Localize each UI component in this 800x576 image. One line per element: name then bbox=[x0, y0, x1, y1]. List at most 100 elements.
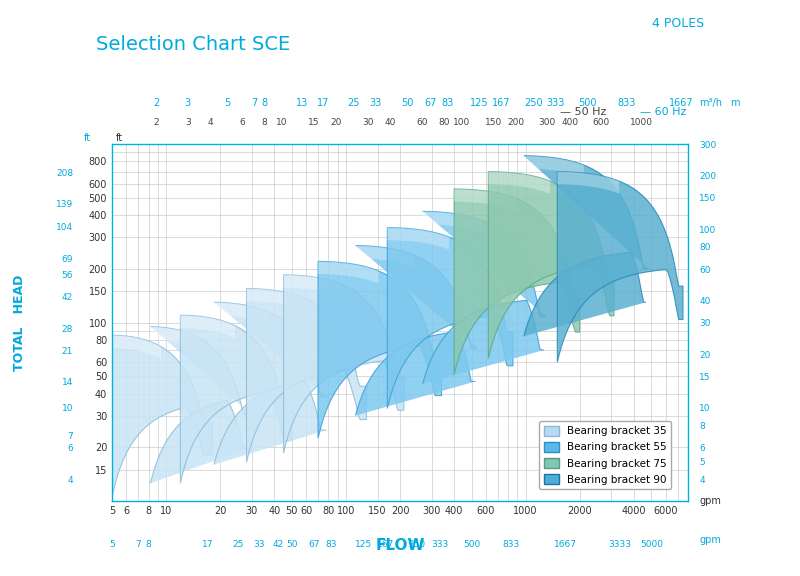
Text: 250: 250 bbox=[524, 98, 542, 108]
Text: 300: 300 bbox=[538, 118, 556, 127]
Text: 40: 40 bbox=[699, 297, 710, 306]
Text: 300: 300 bbox=[699, 141, 716, 150]
Text: 67: 67 bbox=[309, 540, 320, 549]
Polygon shape bbox=[246, 289, 366, 463]
Text: gpm: gpm bbox=[699, 496, 721, 506]
Text: 10: 10 bbox=[62, 404, 73, 414]
Text: 6: 6 bbox=[239, 118, 245, 127]
Text: 10: 10 bbox=[699, 404, 710, 414]
Polygon shape bbox=[558, 172, 683, 362]
Polygon shape bbox=[180, 315, 292, 483]
Polygon shape bbox=[318, 262, 378, 283]
Polygon shape bbox=[112, 335, 212, 497]
Text: 40: 40 bbox=[384, 118, 396, 127]
Text: FLOW: FLOW bbox=[375, 538, 425, 553]
Text: 50: 50 bbox=[286, 540, 298, 549]
Polygon shape bbox=[488, 172, 550, 194]
Polygon shape bbox=[318, 262, 442, 438]
Text: 3333: 3333 bbox=[608, 540, 631, 549]
Text: 13: 13 bbox=[296, 98, 308, 108]
Text: 333: 333 bbox=[546, 98, 565, 108]
Text: 167: 167 bbox=[492, 98, 511, 108]
Text: Selection Chart SCE: Selection Chart SCE bbox=[96, 35, 290, 54]
Text: 83: 83 bbox=[441, 98, 453, 108]
Text: 67: 67 bbox=[424, 98, 437, 108]
Text: m³/h: m³/h bbox=[699, 98, 722, 108]
Text: 8: 8 bbox=[262, 118, 267, 127]
Text: 30: 30 bbox=[362, 118, 374, 127]
Text: 15: 15 bbox=[308, 118, 319, 127]
Text: 42: 42 bbox=[273, 540, 284, 549]
Text: 4: 4 bbox=[67, 476, 73, 484]
Text: 500: 500 bbox=[578, 98, 597, 108]
Text: 42: 42 bbox=[62, 293, 73, 302]
Text: 4: 4 bbox=[207, 118, 213, 127]
Text: 2: 2 bbox=[154, 118, 159, 127]
Polygon shape bbox=[283, 275, 342, 297]
Text: 2: 2 bbox=[153, 98, 159, 108]
Polygon shape bbox=[454, 189, 516, 211]
Text: 83: 83 bbox=[326, 540, 337, 549]
Text: 200: 200 bbox=[699, 172, 716, 181]
Text: 33: 33 bbox=[369, 98, 381, 108]
Text: 4: 4 bbox=[699, 476, 705, 484]
Text: 1667: 1667 bbox=[554, 540, 577, 549]
Text: 3: 3 bbox=[185, 118, 190, 127]
Text: 30: 30 bbox=[699, 319, 710, 328]
Text: 100: 100 bbox=[453, 118, 470, 127]
Text: 20: 20 bbox=[330, 118, 342, 127]
Text: 14: 14 bbox=[62, 378, 73, 388]
Text: 20: 20 bbox=[699, 351, 710, 360]
Text: 104: 104 bbox=[56, 223, 73, 232]
Text: 150: 150 bbox=[699, 195, 716, 203]
Text: 1667: 1667 bbox=[669, 98, 694, 108]
Text: 167: 167 bbox=[378, 540, 394, 549]
Text: 7: 7 bbox=[67, 432, 73, 441]
Polygon shape bbox=[180, 315, 235, 338]
Text: 5: 5 bbox=[109, 540, 115, 549]
Text: 69: 69 bbox=[62, 255, 73, 264]
Text: 17: 17 bbox=[317, 98, 330, 108]
Polygon shape bbox=[387, 228, 513, 408]
Text: gpm: gpm bbox=[699, 535, 721, 545]
Text: m: m bbox=[730, 98, 739, 108]
Text: 15: 15 bbox=[699, 373, 710, 382]
Text: 125: 125 bbox=[470, 98, 488, 108]
Text: 60: 60 bbox=[416, 118, 427, 127]
Text: 25: 25 bbox=[232, 540, 243, 549]
Text: 208: 208 bbox=[56, 169, 73, 178]
Text: 125: 125 bbox=[354, 540, 372, 549]
Text: — 50 Hz: — 50 Hz bbox=[560, 107, 606, 117]
Text: 100: 100 bbox=[699, 226, 716, 235]
Text: 5000: 5000 bbox=[640, 540, 663, 549]
Text: 56: 56 bbox=[62, 271, 73, 280]
Text: 10: 10 bbox=[276, 118, 287, 127]
Legend: Bearing bracket 35, Bearing bracket 55, Bearing bracket 75, Bearing bracket 90: Bearing bracket 35, Bearing bracket 55, … bbox=[539, 422, 671, 489]
Text: 1000: 1000 bbox=[630, 118, 653, 127]
Text: 833: 833 bbox=[618, 98, 636, 108]
Text: 21: 21 bbox=[62, 347, 73, 356]
Text: 4 POLES: 4 POLES bbox=[652, 17, 704, 31]
Text: 333: 333 bbox=[431, 540, 449, 549]
Polygon shape bbox=[112, 335, 161, 359]
Text: 5: 5 bbox=[699, 458, 705, 467]
Polygon shape bbox=[558, 172, 619, 194]
Text: TOTAL   HEAD: TOTAL HEAD bbox=[14, 274, 26, 371]
Text: 150: 150 bbox=[485, 118, 502, 127]
Text: 8: 8 bbox=[699, 422, 705, 431]
Text: 7: 7 bbox=[135, 540, 141, 549]
Text: ft: ft bbox=[116, 133, 123, 143]
Text: 25: 25 bbox=[347, 98, 359, 108]
Text: 833: 833 bbox=[502, 540, 520, 549]
Text: 400: 400 bbox=[562, 118, 578, 127]
Text: 600: 600 bbox=[593, 118, 610, 127]
Polygon shape bbox=[488, 172, 614, 358]
Text: 139: 139 bbox=[56, 200, 73, 210]
Polygon shape bbox=[387, 228, 449, 250]
Text: 33: 33 bbox=[254, 540, 265, 549]
Text: 500: 500 bbox=[463, 540, 480, 549]
Text: 50: 50 bbox=[402, 98, 414, 108]
Text: 6: 6 bbox=[67, 444, 73, 453]
Text: 250: 250 bbox=[409, 540, 426, 549]
Text: 80: 80 bbox=[699, 243, 710, 252]
